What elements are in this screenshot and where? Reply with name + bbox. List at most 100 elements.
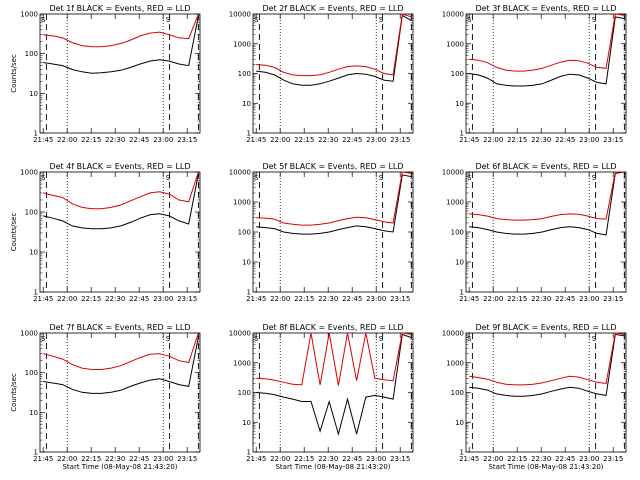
y-tick-label: 1 xyxy=(34,289,38,297)
x-tick-label: 22:15 xyxy=(507,136,527,144)
y-axis-label: Counts/sec xyxy=(10,373,18,412)
saa-marker-label: S xyxy=(467,174,472,182)
lld-series-line xyxy=(43,332,199,370)
chart-title: Det 8f BLACK = Events, RED = LLD xyxy=(262,323,403,332)
plot-frame xyxy=(252,171,414,293)
x-tick-label: 23:15 xyxy=(390,136,410,144)
y-tick-label: 10000 xyxy=(442,330,464,338)
x-tick-label: 22:30 xyxy=(318,295,338,303)
y-tick-label: 100 xyxy=(238,229,251,237)
chart-title: Det 9f BLACK = Events, RED = LLD xyxy=(475,323,616,332)
lld-series-line xyxy=(469,171,625,221)
saa-marker-label: S xyxy=(592,16,597,24)
chart-title: Det 3f BLACK = Events, RED = LLD xyxy=(475,4,616,13)
x-tick-label: 22:00 xyxy=(57,295,77,303)
saa-marker-label: S xyxy=(166,174,171,182)
saa-marker-label: S xyxy=(166,335,171,343)
y-tick-label: 10000 xyxy=(442,169,464,177)
x-tick-label: 21:45 xyxy=(459,295,479,303)
lld-series-line xyxy=(43,13,199,48)
y-tick-label: 10000 xyxy=(229,169,251,177)
x-tick-label: 22:00 xyxy=(270,295,290,303)
x-tick-label: 23:00 xyxy=(153,295,173,303)
x-tick-label: 22:00 xyxy=(483,295,503,303)
chart-panel-5: Det 5f BLACK = Events, RED = LLD 1 10 100 10… xyxy=(229,162,414,303)
y-tick-label: 100 xyxy=(451,70,464,78)
events-series-line xyxy=(469,171,625,236)
x-tick-label: 22:30 xyxy=(318,455,338,463)
y-tick-label: 10000 xyxy=(229,330,251,338)
y-tick-label: 1000 xyxy=(233,199,251,207)
x-tick-label: 23:15 xyxy=(603,455,623,463)
y-tick-label: 1 xyxy=(460,130,464,138)
y-tick-label: 10 xyxy=(242,100,251,108)
saa-marker-label: S xyxy=(41,335,46,343)
y-tick-label: 1000 xyxy=(446,40,464,48)
events-series-line xyxy=(469,16,625,87)
lld-series-line xyxy=(469,13,625,72)
events-series-line xyxy=(256,333,412,437)
x-tick-label: 22:30 xyxy=(105,455,125,463)
y-tick-label: 10 xyxy=(455,419,464,427)
y-tick-label: 1 xyxy=(247,130,251,138)
x-tick-label: 21:45 xyxy=(246,455,266,463)
x-tick-label: 23:00 xyxy=(579,136,599,144)
chart-panel-6: Det 6f BLACK = Events, RED = LLD 1 10 100 10… xyxy=(442,162,627,303)
x-tick-label: 22:30 xyxy=(105,295,125,303)
y-tick-label: 100 xyxy=(25,50,38,58)
x-tick-label: 23:00 xyxy=(153,136,173,144)
y-tick-label: 100 xyxy=(238,70,251,78)
x-tick-label: 22:30 xyxy=(318,136,338,144)
y-tick-label: 1000 xyxy=(446,199,464,207)
x-tick-label: 22:00 xyxy=(483,455,503,463)
chart-panel-9: Det 9f BLACK = Events, RED = LLD 1 10 100 10… xyxy=(442,323,627,471)
chart-panel-7: Det 7f BLACK = Events, RED = LLD 1 10 100 10… xyxy=(10,323,201,471)
y-tick-label: 1 xyxy=(34,130,38,138)
lld-series-line xyxy=(43,171,199,210)
x-tick-label: 22:30 xyxy=(105,136,125,144)
x-tick-label: 22:00 xyxy=(270,136,290,144)
chart-panel-8: Det 8f BLACK = Events, RED = LLD 1 10 100 10… xyxy=(229,323,414,471)
y-axis-label: Counts/sec xyxy=(10,54,18,93)
x-tick-label: 22:30 xyxy=(531,295,551,303)
plot-frame xyxy=(465,171,627,293)
lld-series-line xyxy=(256,171,412,226)
x-tick-label: 22:15 xyxy=(81,295,101,303)
x-tick-label: 21:45 xyxy=(33,295,53,303)
lld-series-line xyxy=(469,332,625,386)
x-tick-label: 23:00 xyxy=(366,136,386,144)
chart-panel-4: Det 4f BLACK = Events, RED = LLD 1 10 100 10… xyxy=(10,162,201,303)
x-tick-label: 23:15 xyxy=(603,295,623,303)
lld-series-line xyxy=(256,332,412,386)
x-tick-label: 22:45 xyxy=(555,136,575,144)
chart-panel-1: Det 1f BLACK = Events, RED = LLD 1 10 100 10… xyxy=(10,4,201,144)
x-axis-label: Start Time (08-May-08 21:43:20) xyxy=(275,463,390,471)
x-tick-label: 21:45 xyxy=(246,295,266,303)
plot-frame xyxy=(252,13,414,134)
y-tick-label: 1000 xyxy=(20,330,38,338)
y-tick-label: 10 xyxy=(455,100,464,108)
chart-title: Det 1f BLACK = Events, RED = LLD xyxy=(49,4,190,13)
x-tick-label: 22:15 xyxy=(81,136,101,144)
chart-panel-2: Det 2f BLACK = Events, RED = LLD 1 10 100 10… xyxy=(229,4,414,144)
x-tick-label: 22:00 xyxy=(57,136,77,144)
x-tick-label: 23:15 xyxy=(177,455,197,463)
x-tick-label: 21:45 xyxy=(246,136,266,144)
plot-frame xyxy=(252,332,414,453)
x-tick-label: 21:45 xyxy=(33,136,53,144)
x-tick-label: 23:00 xyxy=(366,295,386,303)
y-tick-label: 100 xyxy=(25,209,38,217)
x-tick-label: 23:15 xyxy=(390,295,410,303)
chart-title: Det 2f BLACK = Events, RED = LLD xyxy=(262,4,403,13)
y-tick-label: 1000 xyxy=(446,359,464,367)
y-tick-label: 1000 xyxy=(233,359,251,367)
events-series-line xyxy=(43,15,199,74)
x-tick-label: 22:45 xyxy=(555,455,575,463)
x-tick-label: 23:00 xyxy=(579,455,599,463)
events-series-line xyxy=(469,333,625,397)
plot-frame xyxy=(39,13,201,134)
saa-marker-label: S xyxy=(379,174,384,182)
saa-marker-label: S xyxy=(41,16,46,24)
x-tick-label: 22:45 xyxy=(129,295,149,303)
